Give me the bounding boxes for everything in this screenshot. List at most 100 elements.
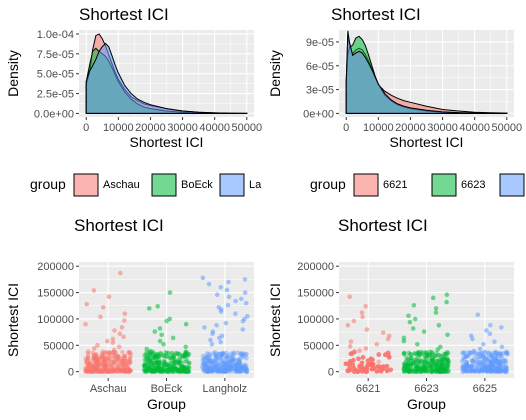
data-point	[474, 368, 480, 374]
data-point	[186, 369, 191, 374]
data-point	[158, 351, 164, 356]
data-point	[223, 369, 228, 374]
data-point	[363, 367, 368, 373]
data-point	[498, 362, 503, 368]
data-point	[89, 369, 95, 374]
y-tick-label: 200000	[297, 261, 334, 273]
data-point	[429, 363, 435, 368]
data-point	[93, 358, 98, 363]
data-point	[503, 366, 508, 371]
data-point	[95, 367, 100, 373]
data-point	[408, 362, 413, 368]
data-point	[384, 368, 390, 374]
data-point	[118, 270, 123, 276]
data-point	[181, 353, 187, 359]
data-point	[90, 369, 96, 374]
data-point	[206, 358, 211, 364]
data-point	[110, 369, 115, 374]
data-point	[370, 361, 376, 367]
data-point	[105, 368, 111, 374]
data-point	[347, 364, 352, 370]
data-point	[90, 350, 96, 356]
data-point	[117, 331, 123, 337]
data-point	[414, 365, 419, 370]
data-point	[421, 360, 427, 366]
data-point	[178, 363, 184, 369]
data-point	[102, 365, 107, 371]
data-point	[494, 360, 499, 365]
data-point	[85, 356, 91, 362]
data-point	[416, 359, 422, 364]
data-point	[415, 367, 420, 372]
data-point	[436, 366, 442, 372]
data-point	[377, 364, 382, 370]
data-point	[213, 364, 218, 369]
data-point	[83, 365, 88, 371]
data-point	[92, 355, 97, 361]
data-point	[461, 350, 467, 355]
data-point	[356, 356, 361, 362]
data-point	[210, 361, 215, 366]
data-point	[417, 360, 422, 366]
data-point	[127, 350, 133, 355]
data-point	[492, 350, 498, 356]
data-point	[406, 313, 411, 319]
data-point	[216, 368, 221, 374]
data-point	[104, 365, 110, 371]
data-point	[152, 353, 158, 359]
data-point	[237, 362, 243, 368]
data-point	[237, 369, 243, 374]
data-point	[466, 364, 471, 369]
data-point	[173, 366, 179, 372]
data-point	[371, 365, 377, 371]
data-point	[209, 358, 215, 364]
data-point	[351, 357, 356, 363]
data-point	[182, 367, 188, 373]
data-point	[352, 349, 357, 355]
data-point	[227, 358, 233, 364]
data-point	[352, 349, 357, 355]
data-point	[145, 364, 151, 369]
series-langholz	[200, 275, 250, 374]
data-point	[499, 368, 504, 373]
data-point	[383, 352, 388, 358]
data-point	[503, 350, 509, 356]
data-point	[151, 365, 157, 371]
data-point	[208, 361, 214, 366]
data-point	[429, 369, 434, 374]
data-point	[101, 368, 107, 373]
x-tick-label: 0	[83, 122, 89, 134]
data-point	[157, 351, 163, 356]
data-point	[183, 352, 189, 358]
data-point	[349, 351, 355, 356]
data-point	[144, 368, 149, 374]
data-point	[437, 368, 442, 374]
data-point	[470, 365, 476, 370]
data-point	[413, 368, 419, 374]
data-point	[122, 356, 128, 362]
data-point	[473, 367, 479, 373]
data-point	[347, 361, 352, 366]
y-tick-label: 0.0e+00	[34, 108, 74, 120]
data-point	[489, 361, 494, 367]
data-point	[487, 365, 492, 371]
data-point	[120, 369, 125, 374]
data-point	[105, 355, 111, 361]
data-point	[212, 367, 217, 373]
data-point	[117, 367, 123, 373]
data-point	[413, 357, 419, 362]
data-point	[228, 366, 234, 372]
data-point	[348, 351, 354, 357]
data-point	[484, 368, 490, 374]
data-point	[461, 355, 467, 360]
data-point	[224, 367, 230, 373]
data-point	[157, 338, 163, 344]
data-point	[482, 356, 487, 361]
data-point	[144, 355, 149, 360]
data-point	[463, 368, 469, 374]
data-point	[360, 355, 366, 360]
data-point	[216, 357, 221, 362]
data-point	[185, 369, 190, 374]
data-point	[122, 356, 127, 361]
data-point	[459, 358, 465, 364]
